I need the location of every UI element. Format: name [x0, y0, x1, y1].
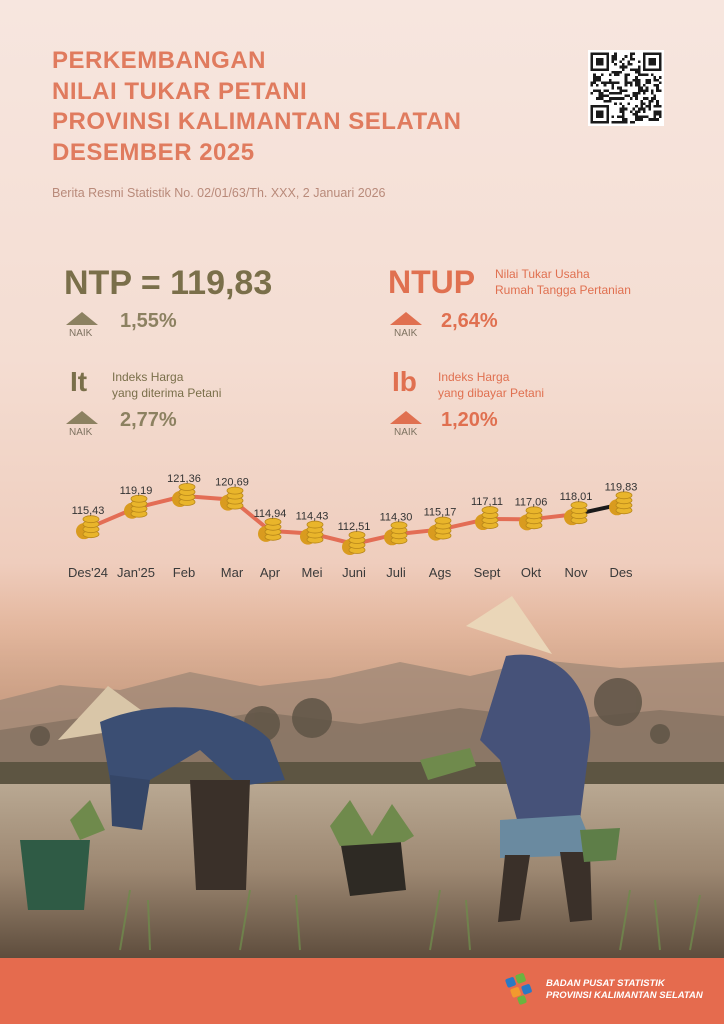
qr-code-icon[interactable] [588, 50, 664, 126]
coin-stack-icon [564, 501, 588, 526]
it-description: Indeks Harga yang diterima Petani [112, 369, 221, 401]
x-tick-label: Sept [474, 565, 501, 580]
ib-up-arrow-icon [390, 411, 422, 424]
x-tick-label: Ags [429, 565, 452, 580]
ntup-label: NTUP [388, 264, 476, 300]
data-label: 115,17 [424, 507, 457, 519]
title-line-1: PERKEMBANGAN [52, 47, 267, 74]
ib-desc-line-2: yang dibayar Petani [438, 386, 545, 400]
coin-stack-icon [428, 516, 452, 541]
coin-stack-icon [124, 494, 148, 519]
bps-logo-icon [505, 973, 532, 1005]
coin-stack-icon [609, 491, 633, 516]
ib-direction: NAIK [394, 427, 418, 438]
data-label: 114,30 [380, 511, 413, 523]
x-tick-label: Des [609, 565, 633, 580]
rice-field-photo [0, 590, 724, 958]
data-label: 114,94 [254, 508, 287, 520]
title-line-2: NILAI TUKAR PETANI [52, 77, 308, 105]
ib-label: Ib [392, 366, 417, 397]
ntp-value: NTP = 119,83 [64, 264, 273, 302]
coin-stack-icon [519, 506, 543, 531]
ntp-up-arrow-icon [66, 312, 98, 325]
data-label: 117,11 [471, 496, 503, 508]
ntup-change: 2,64% [441, 310, 498, 332]
coin-stack-icon [475, 506, 499, 531]
data-label: 120,69 [215, 477, 249, 489]
x-tick-label: Juli [386, 565, 406, 580]
x-tick-label: Nov [564, 565, 588, 580]
farmer-left [20, 686, 285, 910]
ntup-up-arrow-icon [390, 312, 422, 325]
farmer-right [420, 596, 620, 922]
ib-desc-line-1: Indeks Harga [438, 370, 510, 384]
x-tick-label: Juni [342, 565, 366, 580]
coin-stack-icon [76, 515, 100, 540]
x-tick-label: Okt [521, 565, 542, 580]
footer-org-line-1: BADAN PUSAT STATISTIK [546, 978, 665, 989]
data-label: 114,43 [296, 511, 329, 523]
it-change: 2,77% [120, 409, 177, 431]
coin-stack-icon [172, 483, 196, 507]
x-tick-label: Mar [221, 565, 244, 580]
data-label: 119,19 [120, 485, 153, 497]
it-desc-line-2: yang diterima Petani [112, 386, 222, 400]
ntp-line-chart: 115,43 119,19 121,36 120,69 114,94 114,43 112,… [68, 473, 638, 580]
ntup-desc-line-1: Nilai Tukar Usaha [495, 267, 590, 281]
x-tick-label: Apr [260, 565, 281, 580]
data-label: 117,06 [515, 496, 548, 508]
release-reference: Berita Resmi Statistik No. 02/01/63/Th. … [52, 186, 386, 200]
it-up-arrow-icon [66, 411, 98, 424]
it-desc-line-1: Indeks Harga [112, 370, 184, 384]
coin-stack-icon [300, 520, 324, 545]
data-label: 118,01 [560, 491, 593, 503]
data-label: 119,83 [605, 481, 638, 493]
page-title: PERKEMBANGAN NILAI TUKAR PETANI PROVINSI… [52, 46, 462, 168]
footer-organization: BADAN PUSAT STATISTIK PROVINSI KALIMANTA… [546, 978, 703, 1002]
it-label: It [70, 366, 88, 397]
ntp-direction: NAIK [69, 328, 93, 339]
title-line-4: DESEMBER 2025 [52, 138, 255, 166]
it-direction: NAIK [69, 427, 93, 438]
data-label: 121,36 [167, 473, 201, 485]
ib-change: 1,20% [441, 409, 498, 431]
coin-stack-icon [220, 486, 244, 511]
x-tick-label: Des'24 [68, 565, 108, 580]
coin-stack-icon [384, 521, 408, 546]
ntp-change: 1,55% [120, 310, 177, 332]
coin-stack-icon [342, 531, 366, 555]
footer-bar [0, 958, 724, 1024]
x-tick-label: Feb [173, 565, 195, 580]
footer-org-line-2: PROVINSI KALIMANTAN SELATAN [546, 990, 703, 1001]
coin-stack-icon [258, 517, 282, 542]
ntup-direction: NAIK [394, 328, 418, 339]
ntup-desc-line-2: Rumah Tangga Pertanian [495, 283, 631, 297]
data-label: 115,43 [72, 505, 105, 517]
x-tick-label: Mei [302, 565, 323, 580]
ib-description: Indeks Harga yang dibayar Petani [438, 369, 544, 401]
data-label: 112,51 [338, 521, 371, 533]
title-line-3: PROVINSI KALIMANTAN SELATAN [52, 108, 462, 135]
ntup-description: Nilai Tukar Usaha Rumah Tangga Pertanian [495, 266, 631, 298]
x-tick-label: Jan'25 [117, 565, 155, 580]
